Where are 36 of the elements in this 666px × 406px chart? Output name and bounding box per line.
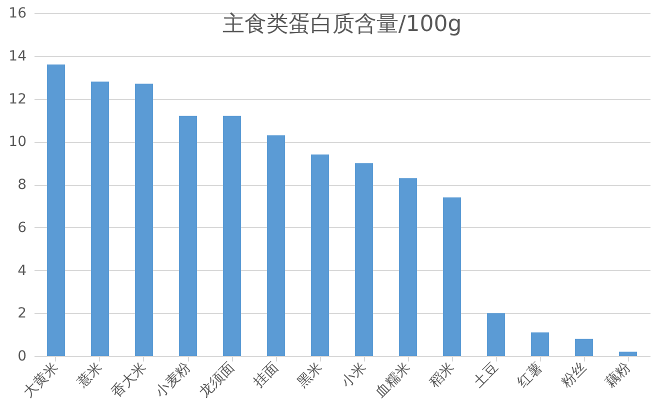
y-tick-label: 2 [18,306,26,322]
x-tick-label: 血糯米 [372,360,414,401]
y-tick-label: 14 [8,48,27,64]
x-tick-label: 龙须面 [196,360,238,401]
x-tick-label: 黑米 [294,360,326,391]
y-tick-label: 16 [8,6,27,22]
bar [311,154,329,356]
x-tick-label: 薏米 [74,360,106,391]
x-tick-label: 小米 [338,360,370,391]
x-tick-label: 红薯 [514,360,546,391]
y-tick-label: 8 [18,177,26,193]
chart-title: 主食类蛋白质含量/100g [222,12,462,37]
x-tick-label: 土豆 [470,360,502,391]
bar [355,163,373,356]
bar [179,116,197,356]
y-tick-label: 12 [8,91,26,108]
x-tick-label: 粉丝 [558,360,590,391]
bar [135,84,153,356]
y-tick-label: 4 [18,262,27,279]
bar [443,197,461,356]
y-tick-label: 10 [8,134,26,150]
bar [575,338,593,356]
bar [91,82,109,356]
bar [487,313,505,356]
bar [267,135,285,356]
x-tick-label: 藕粉 [602,360,634,391]
bar [399,178,417,356]
x-tick-label: 小麦粉 [152,360,194,401]
x-tick-label: 挂面 [250,360,282,391]
bar [531,332,549,356]
y-tick-label: 6 [18,220,27,236]
bar [619,352,637,356]
x-tick-label: 稻米 [426,360,458,391]
bar [47,64,65,356]
x-tick-label: 香大米 [108,360,150,401]
bar [223,116,241,356]
